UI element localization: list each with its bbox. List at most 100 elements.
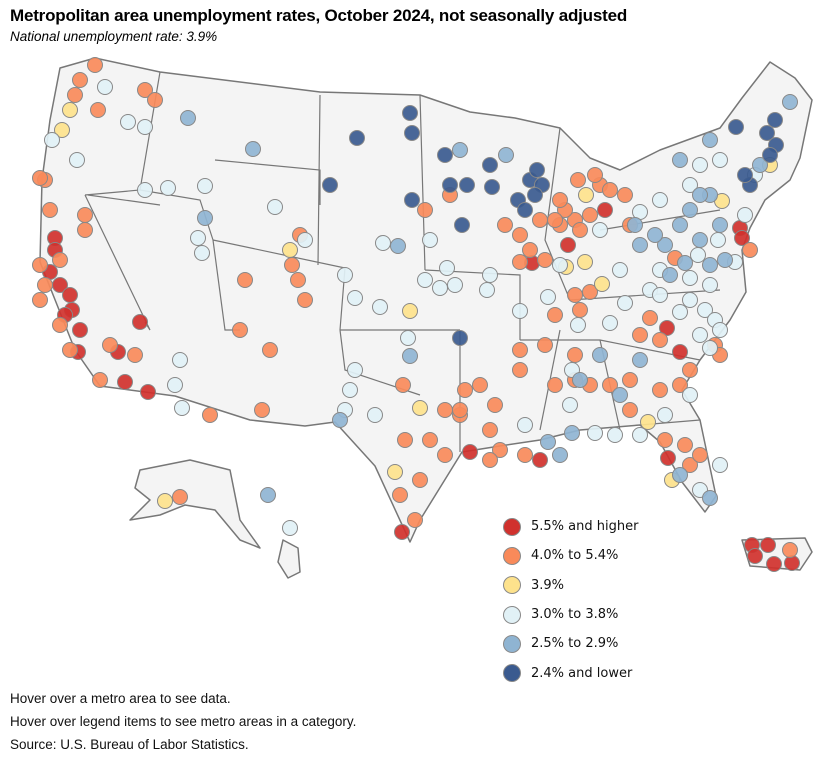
metro-marker-3.9[interactable] xyxy=(594,276,610,292)
metro-marker-3.9[interactable] xyxy=(54,122,70,138)
metro-marker-3.9[interactable] xyxy=(577,254,593,270)
metro-marker-4.0-to-5.4[interactable] xyxy=(232,322,248,338)
metro-marker-3.9[interactable] xyxy=(62,102,78,118)
metro-marker-2.5-to-2.9[interactable] xyxy=(390,238,406,254)
metro-marker-5.5-and-higher[interactable] xyxy=(117,374,133,390)
metro-marker-4.0-to-5.4[interactable] xyxy=(127,347,143,363)
metro-marker-2.4-and-lower[interactable] xyxy=(759,125,775,141)
metro-marker-3.0-to-3.8[interactable] xyxy=(562,397,578,413)
metro-marker-2.5-to-2.9[interactable] xyxy=(627,217,643,233)
metro-marker-4.0-to-5.4[interactable] xyxy=(547,212,563,228)
metro-marker-3.0-to-3.8[interactable] xyxy=(690,247,706,263)
metro-marker-3.0-to-3.8[interactable] xyxy=(712,322,728,338)
metro-marker-2.5-to-2.9[interactable] xyxy=(672,152,688,168)
metro-marker-2.4-and-lower[interactable] xyxy=(737,167,753,183)
metro-marker-3.9[interactable] xyxy=(157,493,173,509)
metro-marker-3.0-to-3.8[interactable] xyxy=(692,157,708,173)
metro-marker-3.0-to-3.8[interactable] xyxy=(712,457,728,473)
metro-marker-4.0-to-5.4[interactable] xyxy=(472,377,488,393)
metro-marker-4.0-to-5.4[interactable] xyxy=(622,402,638,418)
metro-marker-4.0-to-5.4[interactable] xyxy=(437,402,453,418)
metro-marker-5.5-and-higher[interactable] xyxy=(660,450,676,466)
metro-marker-3.0-to-3.8[interactable] xyxy=(167,377,183,393)
metro-marker-4.0-to-5.4[interactable] xyxy=(397,432,413,448)
metro-marker-2.5-to-2.9[interactable] xyxy=(552,447,568,463)
metro-marker-4.0-to-5.4[interactable] xyxy=(532,212,548,228)
metro-marker-4.0-to-5.4[interactable] xyxy=(457,382,473,398)
metro-marker-3.0-to-3.8[interactable] xyxy=(712,152,728,168)
metro-marker-3.0-to-3.8[interactable] xyxy=(120,114,136,130)
metro-marker-3.0-to-3.8[interactable] xyxy=(702,340,718,356)
metro-marker-2.5-to-2.9[interactable] xyxy=(632,352,648,368)
metro-marker-3.0-to-3.8[interactable] xyxy=(652,192,668,208)
metro-marker-4.0-to-5.4[interactable] xyxy=(52,317,68,333)
metro-marker-4.0-to-5.4[interactable] xyxy=(52,252,68,268)
metro-marker-5.5-and-higher[interactable] xyxy=(659,320,675,336)
metro-marker-2.4-and-lower[interactable] xyxy=(762,147,778,163)
metro-marker-2.5-to-2.9[interactable] xyxy=(662,267,678,283)
metro-marker-4.0-to-5.4[interactable] xyxy=(782,542,798,558)
metro-marker-3.9[interactable] xyxy=(640,414,656,430)
metro-marker-2.5-to-2.9[interactable] xyxy=(452,142,468,158)
metro-marker-4.0-to-5.4[interactable] xyxy=(412,472,428,488)
metro-marker-4.0-to-5.4[interactable] xyxy=(32,292,48,308)
metro-marker-4.0-to-5.4[interactable] xyxy=(547,307,563,323)
metro-marker-4.0-to-5.4[interactable] xyxy=(672,377,688,393)
metro-marker-4.0-to-5.4[interactable] xyxy=(452,402,468,418)
metro-marker-3.0-to-3.8[interactable] xyxy=(682,387,698,403)
metro-marker-4.0-to-5.4[interactable] xyxy=(652,382,668,398)
metro-marker-2.5-to-2.9[interactable] xyxy=(332,412,348,428)
metro-marker-3.0-to-3.8[interactable] xyxy=(737,207,753,223)
metro-marker-4.0-to-5.4[interactable] xyxy=(582,284,598,300)
metro-marker-3.9[interactable] xyxy=(578,187,594,203)
metro-marker-3.0-to-3.8[interactable] xyxy=(347,290,363,306)
metro-marker-2.5-to-2.9[interactable] xyxy=(782,94,798,110)
metro-marker-3.0-to-3.8[interactable] xyxy=(612,262,628,278)
metro-marker-2.5-to-2.9[interactable] xyxy=(647,227,663,243)
metro-marker-4.0-to-5.4[interactable] xyxy=(395,377,411,393)
metro-marker-4.0-to-5.4[interactable] xyxy=(512,227,528,243)
metro-marker-4.0-to-5.4[interactable] xyxy=(492,442,508,458)
metro-marker-3.0-to-3.8[interactable] xyxy=(482,267,498,283)
metro-marker-4.0-to-5.4[interactable] xyxy=(487,397,503,413)
metro-marker-4.0-to-5.4[interactable] xyxy=(522,242,538,258)
metro-marker-2.5-to-2.9[interactable] xyxy=(712,217,728,233)
metro-marker-5.5-and-higher[interactable] xyxy=(132,314,148,330)
metro-marker-3.0-to-3.8[interactable] xyxy=(69,152,85,168)
metro-marker-4.0-to-5.4[interactable] xyxy=(512,254,528,270)
metro-marker-3.0-to-3.8[interactable] xyxy=(602,315,618,331)
metro-marker-4.0-to-5.4[interactable] xyxy=(32,257,48,273)
metro-marker-4.0-to-5.4[interactable] xyxy=(677,437,693,453)
metro-marker-2.5-to-2.9[interactable] xyxy=(717,252,733,268)
metro-marker-5.5-and-higher[interactable] xyxy=(766,556,782,572)
metro-marker-3.0-to-3.8[interactable] xyxy=(197,178,213,194)
metro-marker-3.0-to-3.8[interactable] xyxy=(174,400,190,416)
metro-marker-2.5-to-2.9[interactable] xyxy=(402,348,418,364)
metro-marker-4.0-to-5.4[interactable] xyxy=(32,170,48,186)
metro-marker-2.5-to-2.9[interactable] xyxy=(245,141,261,157)
metro-marker-3.0-to-3.8[interactable] xyxy=(337,267,353,283)
legend-item-4.0-to-5.4[interactable]: 4.0% to 5.4% xyxy=(503,541,638,570)
metro-marker-2.4-and-lower[interactable] xyxy=(728,119,744,135)
metro-marker-5.5-and-higher[interactable] xyxy=(672,344,688,360)
legend-item-3.9[interactable]: 3.9% xyxy=(503,571,638,600)
metro-marker-3.0-to-3.8[interactable] xyxy=(607,427,623,443)
metro-marker-4.0-to-5.4[interactable] xyxy=(682,457,698,473)
metro-marker-4.0-to-5.4[interactable] xyxy=(512,362,528,378)
metro-marker-3.0-to-3.8[interactable] xyxy=(347,362,363,378)
metro-marker-4.0-to-5.4[interactable] xyxy=(284,257,300,273)
metro-marker-2.5-to-2.9[interactable] xyxy=(692,232,708,248)
metro-marker-4.0-to-5.4[interactable] xyxy=(572,222,588,238)
metro-marker-2.5-to-2.9[interactable] xyxy=(498,147,514,163)
metro-marker-4.0-to-5.4[interactable] xyxy=(567,347,583,363)
metro-marker-3.0-to-3.8[interactable] xyxy=(512,303,528,319)
metro-marker-4.0-to-5.4[interactable] xyxy=(547,377,563,393)
metro-marker-4.0-to-5.4[interactable] xyxy=(262,342,278,358)
metro-marker-3.0-to-3.8[interactable] xyxy=(517,417,533,433)
legend-item-3.0-to-3.8[interactable]: 3.0% to 3.8% xyxy=(503,600,638,629)
metro-marker-4.0-to-5.4[interactable] xyxy=(102,337,118,353)
metro-marker-4.0-to-5.4[interactable] xyxy=(237,272,253,288)
metro-marker-4.0-to-5.4[interactable] xyxy=(567,287,583,303)
metro-marker-3.9[interactable] xyxy=(402,303,418,319)
metro-marker-4.0-to-5.4[interactable] xyxy=(202,407,218,423)
